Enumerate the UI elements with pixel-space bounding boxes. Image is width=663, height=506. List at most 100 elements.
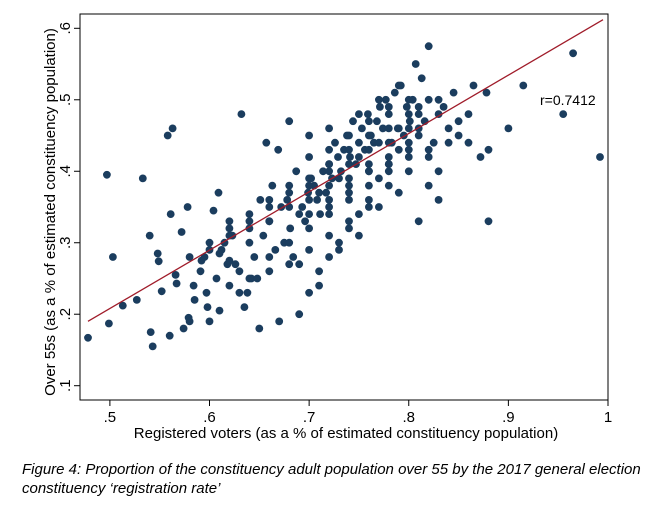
data-point (394, 145, 403, 154)
figure-caption: Figure 4: Proportion of the constituency… (22, 461, 641, 497)
data-point (285, 260, 294, 269)
data-point (205, 238, 214, 247)
data-point (424, 153, 433, 161)
data-point (335, 174, 343, 183)
data-point (245, 217, 254, 226)
x-tick-label: .9 (502, 409, 515, 426)
data-point (271, 246, 280, 254)
data-point (265, 203, 274, 211)
data-point (305, 196, 313, 204)
data-point (349, 117, 357, 126)
x-axis: .5 .6 .7 .8 .9 1 (104, 400, 612, 426)
data-point (145, 231, 154, 240)
data-point (168, 124, 177, 133)
data-point (305, 210, 313, 219)
data-point (434, 167, 443, 176)
data-point (384, 153, 393, 161)
data-point (256, 196, 265, 204)
data-point (196, 267, 205, 276)
x-tick-label: .7 (303, 409, 316, 426)
y-tick-label: .3 (57, 236, 74, 249)
data-point (411, 60, 420, 68)
data-point (325, 231, 333, 240)
data-point (305, 153, 313, 161)
y-tick-label: .6 (57, 22, 74, 35)
data-point (265, 267, 274, 276)
scatter-chart: .1 .2 .3 .4 .5 .6 .5 .6 .7 .8 .9 1 r=0.7412 Regist… (42, 13, 613, 442)
data-point (355, 110, 363, 118)
data-point (285, 188, 294, 197)
data-point (295, 310, 304, 319)
data-point (215, 306, 224, 315)
data-point (275, 317, 284, 326)
data-point (519, 81, 528, 90)
data-point (265, 196, 274, 204)
data-point (469, 81, 478, 90)
data-point (444, 124, 453, 133)
data-point (190, 296, 199, 304)
data-point (305, 224, 313, 233)
x-tick-label: .5 (104, 409, 117, 426)
data-point (379, 124, 387, 133)
data-point (253, 274, 262, 283)
data-point (390, 88, 399, 97)
data-point (225, 224, 234, 233)
data-point (245, 274, 254, 283)
data-point (424, 181, 433, 190)
data-point (285, 117, 294, 126)
data-point (365, 117, 373, 126)
data-point (373, 117, 381, 126)
data-point (325, 196, 333, 204)
data-point (484, 217, 493, 226)
data-point (384, 103, 393, 111)
data-point (203, 303, 212, 311)
data-point (434, 110, 443, 118)
data-point (365, 196, 373, 204)
data-point (172, 279, 181, 288)
data-point (358, 124, 366, 133)
data-point (157, 287, 166, 296)
data-point (404, 124, 413, 133)
x-axis-title: Registered voters (as a % of estimated c… (134, 425, 558, 442)
data-point (325, 167, 333, 176)
data-point (429, 138, 438, 147)
data-point (322, 188, 330, 197)
data-point (165, 331, 174, 340)
data-point (243, 288, 252, 297)
data-point (365, 167, 373, 176)
data-point (274, 145, 283, 154)
data-point (384, 160, 393, 169)
data-point (414, 103, 423, 111)
data-point (212, 274, 221, 283)
data-point (286, 224, 295, 233)
data-point (177, 228, 186, 236)
data-point (265, 253, 274, 261)
data-point (375, 138, 383, 147)
data-point (262, 138, 271, 147)
data-point (365, 131, 373, 140)
data-point (345, 131, 353, 140)
data-point (109, 253, 117, 261)
data-point (245, 238, 254, 247)
data-point (345, 224, 353, 233)
data-point (404, 145, 413, 154)
data-point (384, 181, 393, 190)
data-point (355, 138, 363, 147)
data-point (132, 296, 141, 304)
data-point (235, 267, 244, 276)
data-point (345, 174, 353, 183)
data-point (268, 181, 277, 190)
data-point (355, 231, 363, 240)
data-point (365, 145, 373, 154)
data-point (394, 188, 403, 197)
data-point (449, 88, 458, 97)
data-point (171, 271, 180, 279)
data-point (154, 257, 163, 266)
data-point (454, 117, 463, 126)
data-point (325, 253, 333, 261)
data-point (345, 181, 353, 190)
data-point (185, 253, 194, 261)
x-tick-label: .8 (402, 409, 415, 426)
data-point (305, 174, 313, 183)
data-point (482, 88, 491, 97)
